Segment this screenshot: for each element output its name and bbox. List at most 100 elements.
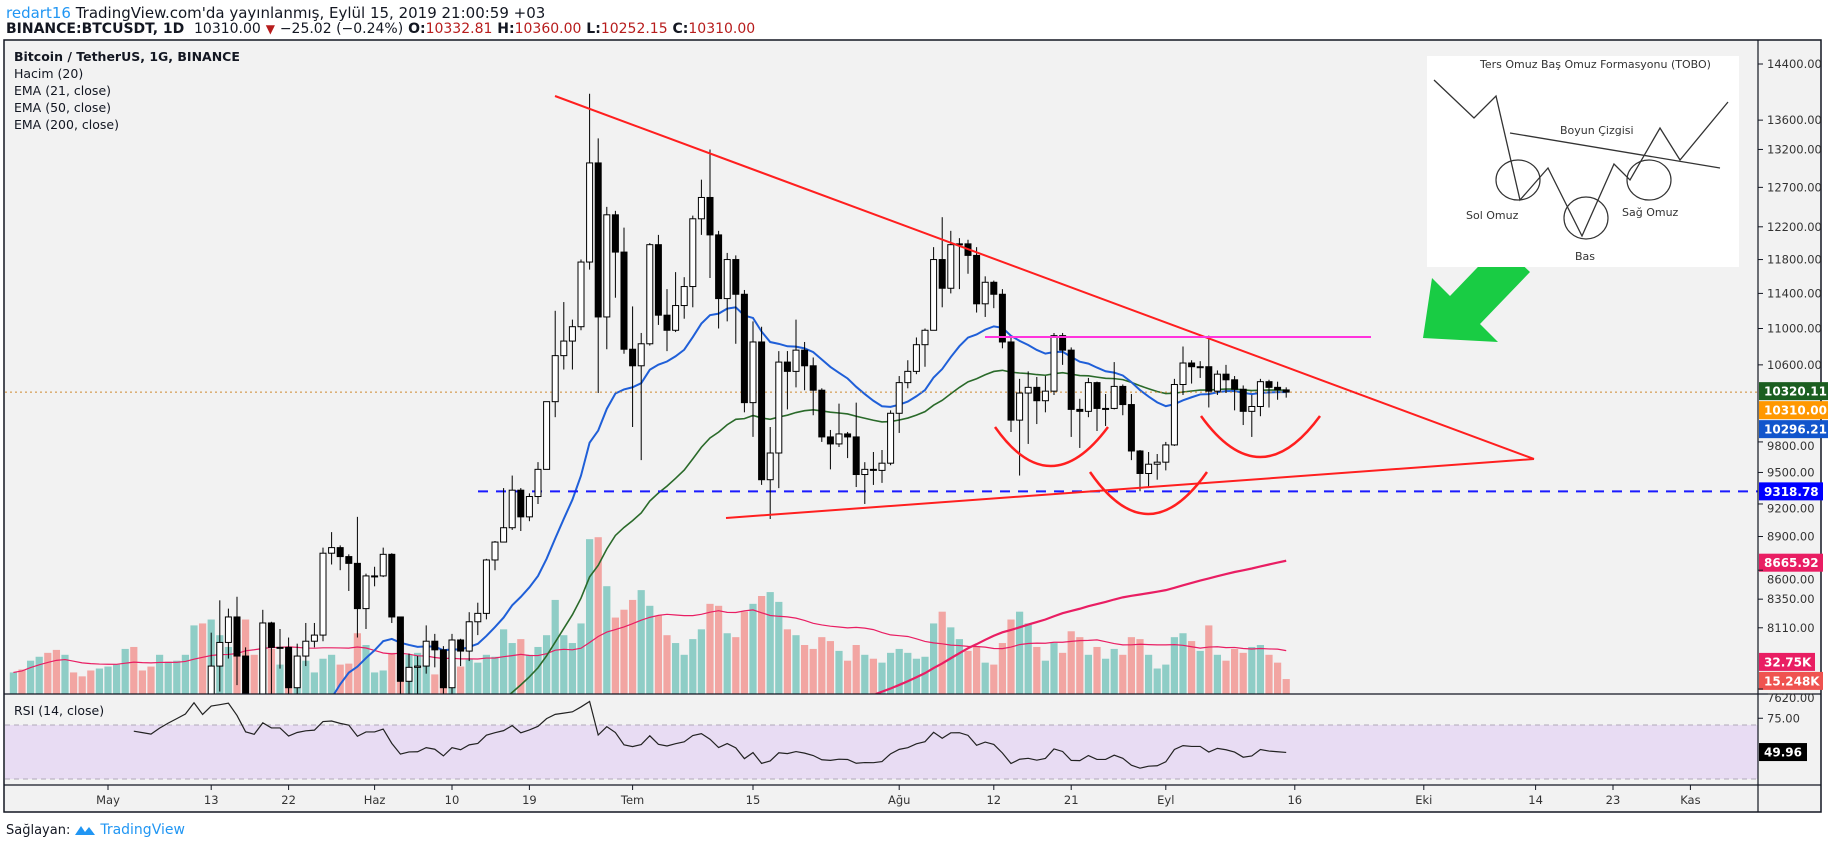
ascending-trendline[interactable] bbox=[725, 458, 1535, 519]
candle bbox=[439, 646, 447, 694]
volume-bar bbox=[310, 672, 318, 694]
volume-bar bbox=[792, 635, 800, 694]
volume-bar bbox=[1145, 654, 1153, 694]
price-tick-label: 12200.00 bbox=[1767, 220, 1822, 234]
volume-bar bbox=[353, 633, 361, 694]
candle-body bbox=[319, 552, 327, 636]
left-shoulder-arc[interactable] bbox=[993, 426, 1110, 468]
candle-body bbox=[328, 547, 336, 554]
candle bbox=[328, 532, 336, 565]
candle-body bbox=[293, 655, 301, 689]
candle-body bbox=[672, 305, 680, 331]
volume-bar bbox=[224, 646, 232, 694]
legend-volume[interactable]: Hacim (20) bbox=[14, 66, 84, 81]
candle-body bbox=[844, 433, 852, 438]
volume-bar bbox=[362, 645, 370, 694]
candle bbox=[646, 243, 654, 346]
ema200-value-label: 8665.92 bbox=[1759, 553, 1823, 572]
candle bbox=[990, 280, 998, 309]
candle bbox=[457, 638, 465, 667]
price-tick-label: 11000.00 bbox=[1767, 321, 1822, 335]
legend-ema50[interactable]: EMA (50, close) bbox=[14, 100, 112, 115]
inset-head-label: Bas bbox=[1575, 250, 1595, 263]
price-tick-label: 9200.00 bbox=[1767, 501, 1815, 515]
candle bbox=[267, 621, 275, 694]
price-tick-label: 8350.00 bbox=[1767, 592, 1815, 606]
candle-body bbox=[912, 344, 920, 372]
candle bbox=[998, 289, 1006, 349]
candle bbox=[869, 451, 877, 485]
green-arrow-icon[interactable] bbox=[1423, 244, 1530, 342]
volume-bar bbox=[869, 658, 877, 694]
candle bbox=[1127, 394, 1135, 461]
legend-symbol[interactable]: Bitcoin / TetherUS, 1G, BINANCE bbox=[14, 49, 240, 64]
volume-bar bbox=[1084, 654, 1092, 694]
ema21-line bbox=[333, 306, 1287, 694]
candle-body bbox=[990, 281, 998, 295]
candle bbox=[353, 516, 361, 638]
tradingview-link[interactable]: TradingView bbox=[100, 822, 185, 838]
candle-body bbox=[353, 562, 361, 610]
volume-bar bbox=[551, 599, 559, 694]
volume-bar bbox=[156, 654, 164, 694]
head-arc[interactable] bbox=[1088, 471, 1209, 516]
candle-body bbox=[1145, 463, 1153, 474]
candle bbox=[1050, 332, 1058, 395]
time-tick-label: 13 bbox=[204, 793, 219, 807]
support-value-label: 9318.78 bbox=[1759, 482, 1823, 501]
candle-body bbox=[646, 244, 654, 345]
candle bbox=[809, 357, 817, 416]
publish-info: redart16 TradingView.com'da yayınlanmış,… bbox=[6, 4, 545, 22]
volume-bar bbox=[336, 664, 344, 694]
candle-body bbox=[749, 341, 757, 404]
axis-value-box bbox=[1759, 652, 1815, 671]
candle bbox=[723, 252, 731, 322]
tradingview-logo-icon bbox=[75, 826, 96, 835]
descending-trendline[interactable] bbox=[554, 95, 1535, 460]
candle-body bbox=[818, 389, 826, 438]
author-link[interactable]: redart16 bbox=[6, 4, 71, 22]
candle bbox=[414, 656, 422, 694]
candle-body bbox=[921, 329, 929, 346]
price-tick-label: 13600.00 bbox=[1767, 113, 1822, 127]
price-change: −25.02 (−0.24%) bbox=[279, 21, 404, 37]
right-shoulder-arc[interactable] bbox=[1199, 415, 1322, 459]
volume-bar bbox=[835, 650, 843, 694]
volume-bar bbox=[749, 603, 757, 694]
legend-ema200[interactable]: EMA (200, close) bbox=[14, 117, 119, 132]
volume-bar bbox=[130, 646, 138, 694]
inset-neckline-label: Boyun Çizgisi bbox=[1560, 124, 1634, 137]
candle bbox=[1196, 361, 1204, 378]
volume-bar bbox=[78, 676, 86, 694]
candle bbox=[852, 402, 860, 488]
candle bbox=[448, 633, 456, 694]
axis-value-text: 32.75K bbox=[1764, 655, 1812, 669]
last-price-value-label: 10310.00 bbox=[1759, 401, 1828, 420]
footer: Sağlayan: TradingView bbox=[6, 822, 185, 838]
candle bbox=[285, 637, 293, 694]
volume-bar bbox=[328, 654, 336, 694]
candle-body bbox=[379, 553, 387, 577]
candle-body bbox=[233, 616, 241, 657]
candle bbox=[482, 558, 490, 620]
volume-bar bbox=[508, 643, 516, 694]
candle-body bbox=[371, 575, 379, 578]
legend-ema21[interactable]: EMA (21, close) bbox=[14, 83, 112, 98]
volume-bar bbox=[654, 615, 662, 694]
time-tick-label: 19 bbox=[522, 793, 537, 807]
candle bbox=[1256, 378, 1264, 417]
candle-body bbox=[869, 468, 877, 471]
volume-bar bbox=[878, 662, 886, 694]
candle bbox=[568, 319, 576, 370]
price-tick-label: 14400.00 bbox=[1767, 57, 1822, 71]
axis-value-text: 15.248K bbox=[1764, 674, 1820, 688]
volume-bar bbox=[844, 660, 852, 694]
volume-bar bbox=[1179, 633, 1187, 694]
candle-body bbox=[1119, 385, 1127, 406]
volume-bar bbox=[1222, 660, 1230, 694]
volume-bar bbox=[921, 656, 929, 694]
candle-body bbox=[740, 293, 748, 404]
candle bbox=[930, 247, 938, 331]
legend-rsi[interactable]: RSI (14, close) bbox=[14, 703, 105, 718]
